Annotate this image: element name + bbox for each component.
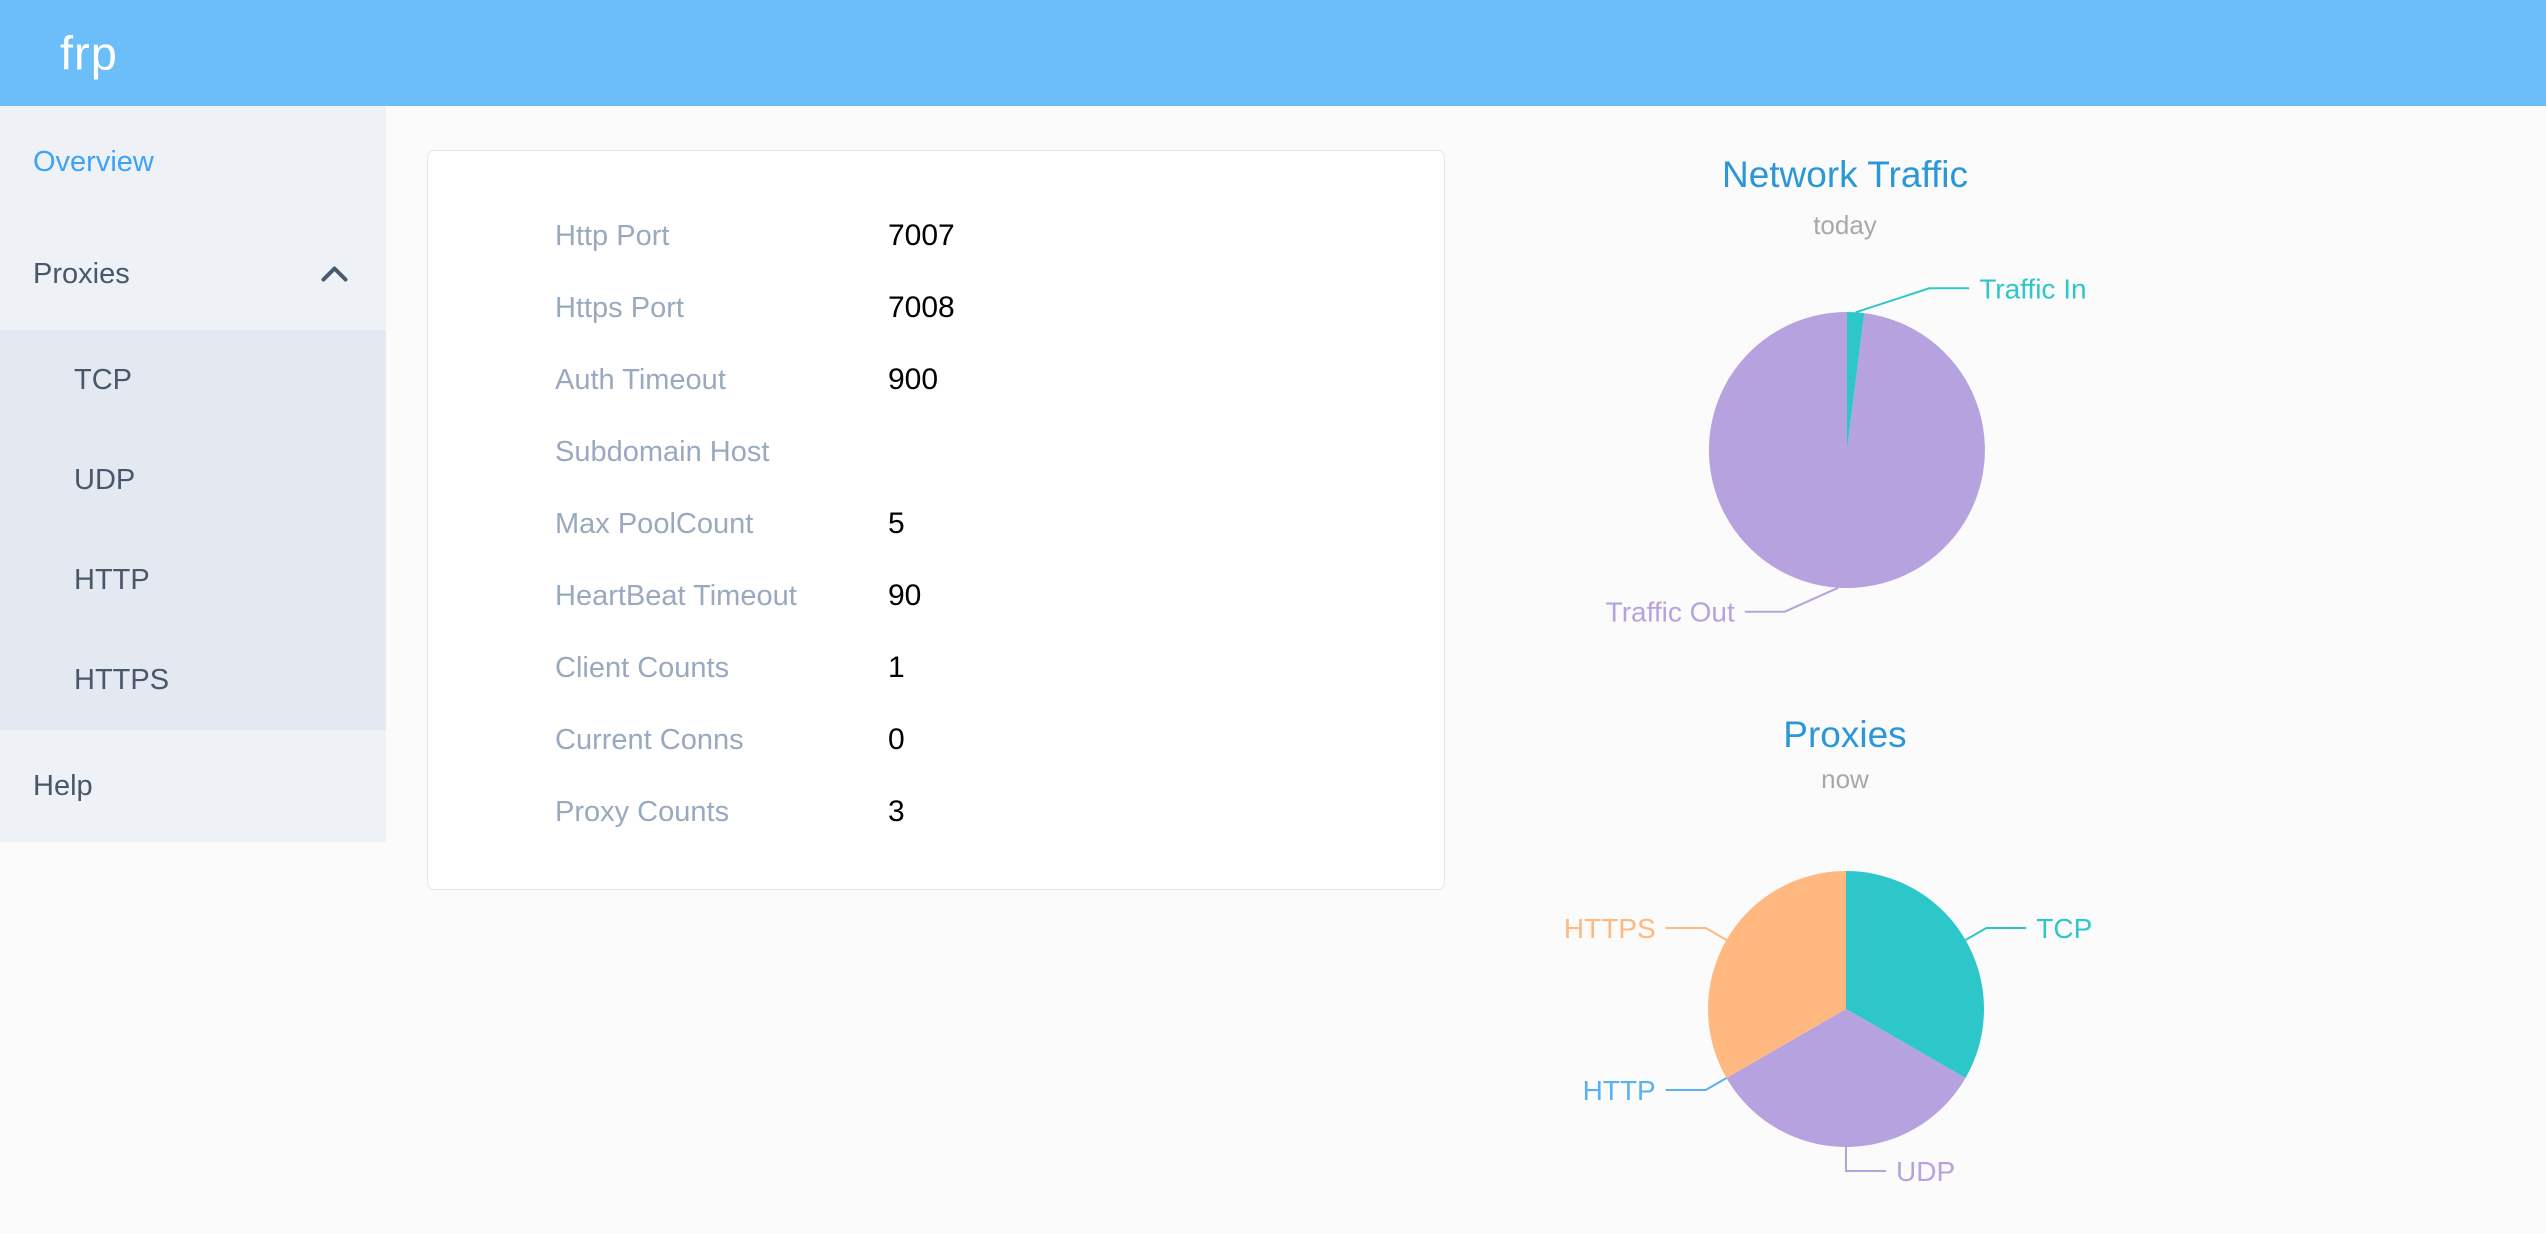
info-label: Current Conns	[555, 723, 744, 756]
sidebar-item-overview[interactable]: Overview	[0, 106, 386, 218]
app-header: frp	[0, 0, 2546, 106]
proxies-pie-chart: TCP UDP HTTP HTTPS	[1564, 871, 2092, 1187]
chevron-up-icon	[321, 266, 348, 282]
sidebar-item-https[interactable]: HTTPS	[0, 630, 386, 730]
pie-slice-traffic-in[interactable]	[1847, 312, 1865, 450]
sidebar-item-http[interactable]: HTTP	[0, 530, 386, 630]
pie-labelline-tcp	[1965, 927, 2027, 941]
info-label: HeartBeat Timeout	[555, 579, 797, 612]
info-row: Subdomain Host	[555, 416, 1444, 488]
info-label: Proxy Counts	[555, 795, 730, 828]
info-label: Max PoolCount	[555, 507, 754, 540]
pie-labelline-udp	[1845, 1147, 1886, 1172]
pie-slice-traffic-out[interactable]	[1708, 312, 1985, 589]
info-row: Auth Timeout 900	[555, 344, 1444, 416]
sidebar-item-help[interactable]: Help	[0, 730, 386, 842]
sidebar-item-udp[interactable]: UDP	[0, 430, 386, 530]
info-row: Proxy Counts 3	[555, 776, 1444, 848]
info-row: Client Counts 1	[555, 632, 1444, 704]
info-value: 7007	[888, 219, 955, 252]
info-label: Https Port	[555, 291, 684, 324]
pie-label-traffic-out: Traffic Out	[1606, 597, 1735, 628]
info-value: 3	[888, 795, 905, 828]
pie-label-udp: UDP	[1896, 1156, 1955, 1187]
pie-labelline-http	[1665, 1077, 1727, 1091]
pie-labelline-traffic-out	[1744, 586, 1839, 613]
server-info-rows: Http Port 7007 Https Port 7008 Auth Timeout 9…	[428, 200, 1444, 848]
network-traffic-title: Network Traffic	[1721, 154, 1969, 195]
proxies-chart-subtitle: now	[1821, 764, 1869, 794]
info-row: Current Conns 0	[555, 704, 1444, 776]
pie-label-traffic-in: Traffic In	[1979, 273, 2086, 304]
sidebar-item-proxies-label: Proxies	[33, 257, 130, 290]
proxies-submenu: TCP UDP HTTP HTTPS	[0, 330, 386, 730]
info-row: Http Port 7007	[555, 200, 1444, 272]
info-value: 0	[888, 723, 905, 756]
info-row: Max PoolCount 5	[555, 488, 1444, 560]
sidebar-item-proxies[interactable]: Proxies	[0, 218, 386, 330]
info-value: 900	[888, 363, 939, 396]
sidebar: Overview Proxies TCP UDP HTTP HTTPS Help	[0, 106, 386, 842]
network-traffic-pie-chart: Traffic In Traffic Out	[1606, 273, 2087, 628]
info-label: Client Counts	[555, 651, 730, 684]
pie-slice-udp[interactable]	[1726, 1009, 1966, 1147]
pie-label-https: HTTPS	[1564, 913, 1656, 944]
info-label: Http Port	[555, 219, 670, 252]
pie-labelline-traffic-in	[1855, 287, 1970, 314]
info-value: 7008	[888, 291, 955, 324]
pie-slice-https[interactable]	[1708, 871, 1846, 1078]
network-traffic-subtitle: today	[1813, 210, 1877, 240]
info-row: HeartBeat Timeout 90	[555, 560, 1444, 632]
info-label: Subdomain Host	[555, 435, 770, 468]
sidebar-item-tcp[interactable]: TCP	[0, 330, 386, 430]
info-value: 1	[888, 651, 905, 684]
app-logo: frp	[60, 26, 118, 80]
pie-labelline-https	[1665, 927, 1727, 941]
info-label: Auth Timeout	[555, 363, 726, 396]
info-value: 5	[888, 507, 905, 540]
proxies-chart-title: Proxies	[1783, 714, 1907, 755]
pie-label-http: HTTP	[1583, 1075, 1656, 1106]
pie-slice-tcp[interactable]	[1846, 871, 1984, 1078]
info-row: Https Port 7008	[555, 272, 1444, 344]
pie-label-tcp: TCP	[2036, 913, 2092, 944]
info-value: 90	[888, 579, 922, 612]
server-info-card: Http Port 7007 Https Port 7008 Auth Timeout 9…	[427, 150, 1445, 890]
